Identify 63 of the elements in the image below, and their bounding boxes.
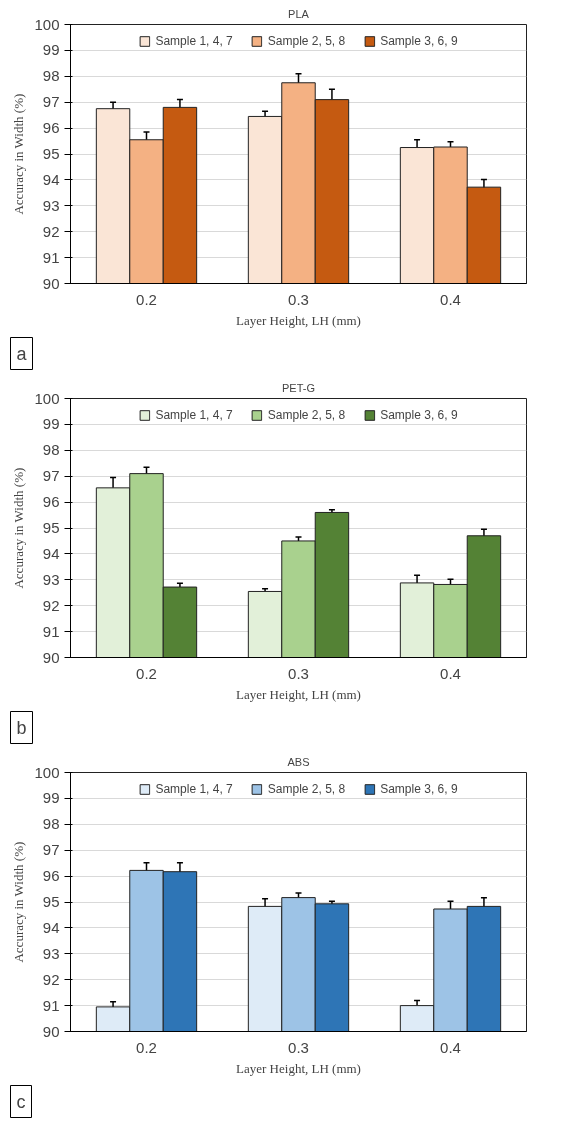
y-tick-label: 93 [42,196,60,214]
y-tick-label: 91 [42,248,60,266]
x-tick-label: 0.4 [440,290,461,308]
y-tick-label: 100 [34,389,60,407]
chart-title: PET-G [282,381,316,394]
y-tick-label: 97 [42,841,60,859]
y-tick-label: 91 [42,622,60,640]
x-axis-title: Layer Height, LH (mm) [236,312,361,328]
chart-title: PLA [288,7,310,20]
y-tick-label: 95 [42,519,60,536]
y-tick-label: 90 [42,1022,60,1040]
y-tick-label: 90 [42,648,60,666]
y-axis-title: Accuracy in Width (%) [11,93,27,215]
y-tick-label: 95 [42,893,60,910]
y-axis-title: Accuracy in Width (%) [11,467,27,589]
chart-title: ABS [287,755,310,768]
x-tick-label: 0.3 [288,1038,309,1056]
x-axis-title: Layer Height, LH (mm) [236,686,361,702]
y-tick-label: 96 [42,867,60,885]
y-tick-label: 98 [42,67,60,85]
legend-label: Sample 2, 5, 8 [267,34,346,48]
x-axis-title: Layer Height, LH (mm) [236,1060,361,1076]
x-tick-label: 0.2 [136,1038,157,1056]
legend-label: Sample 3, 6, 9 [380,408,458,422]
x-tick-label: 0.3 [288,290,309,308]
y-tick-label: 90 [42,274,60,292]
y-tick-label: 99 [42,789,60,807]
x-tick-label: 0.3 [288,664,309,682]
text: a [16,343,28,364]
legend-label: Sample 1, 4, 7 [155,408,233,422]
legend-label: Sample 3, 6, 9 [380,34,458,48]
y-axis-title: Accuracy in Width (%) [11,841,27,963]
y-tick-label: 98 [42,441,60,459]
y-tick-label: 92 [42,222,60,240]
y-tick-label: 93 [42,944,60,962]
y-tick-label: 94 [42,918,60,936]
y-tick-label: 92 [42,596,60,614]
y-tick-label: 93 [42,570,60,588]
x-tick-label: 0.4 [440,1038,461,1056]
y-tick-label: 96 [42,119,60,137]
legend-label: Sample 1, 4, 7 [155,782,233,796]
y-tick-label: 97 [42,467,60,485]
y-tick-label: 97 [42,93,60,111]
y-tick-label: 99 [42,415,60,433]
legend-label: Sample 3, 6, 9 [380,782,458,796]
x-tick-label: 0.2 [136,290,157,308]
y-tick-label: 95 [42,145,60,162]
y-tick-label: 99 [42,41,60,59]
x-tick-label: 0.2 [136,664,157,682]
y-tick-label: 91 [42,996,60,1014]
y-tick-label: 94 [42,544,60,562]
y-tick-label: 94 [42,170,60,188]
text: c [16,1091,26,1112]
x-tick-label: 0.4 [440,664,461,682]
legend-label: Sample 2, 5, 8 [267,782,346,796]
legend-label: Sample 1, 4, 7 [155,34,233,48]
legend-label: Sample 2, 5, 8 [267,408,346,422]
y-tick-label: 92 [42,970,60,988]
y-tick-label: 100 [34,15,60,33]
y-tick-label: 100 [34,763,60,781]
y-tick-label: 98 [42,815,60,833]
text: b [16,717,27,738]
y-tick-label: 96 [42,493,60,511]
